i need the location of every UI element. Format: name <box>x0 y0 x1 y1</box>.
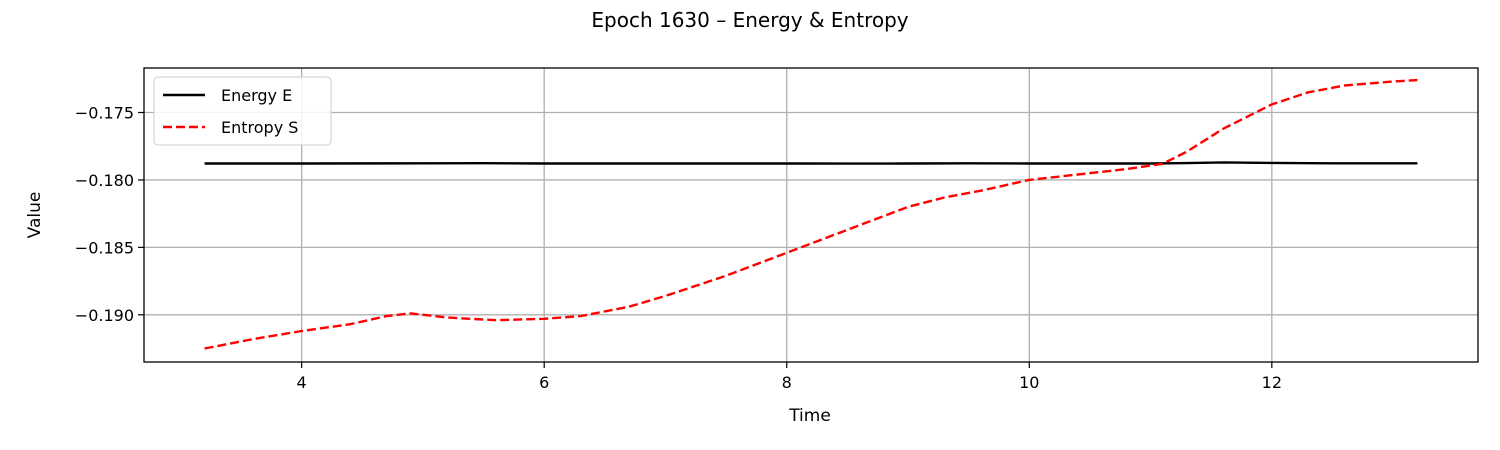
y-axis-label: Value <box>25 192 45 239</box>
grid <box>144 68 1478 362</box>
y-tick-label: −0.185 <box>75 238 134 257</box>
x-tick-label: 4 <box>297 373 307 392</box>
y-tick-label: −0.190 <box>75 306 134 325</box>
series-layer <box>204 78 1418 350</box>
x-tick-label: 8 <box>782 373 792 392</box>
y-axis: −0.175 −0.180 −0.185 −0.190 <box>75 104 144 325</box>
series-line-energy-e <box>204 161 1418 165</box>
legend: Energy E Entropy S <box>153 76 332 146</box>
legend-label: Entropy S <box>221 118 298 137</box>
x-axis: 4 6 8 10 12 <box>297 362 1282 392</box>
plot-frame <box>143 67 1479 363</box>
chart-title: Epoch 1630 – Energy & Entropy <box>591 8 908 32</box>
y-tick-label: −0.180 <box>75 171 134 190</box>
y-tick-label: −0.175 <box>75 104 134 123</box>
x-tick-label: 6 <box>539 373 549 392</box>
x-tick-label: 12 <box>1262 373 1282 392</box>
legend-label: Energy E <box>221 86 292 105</box>
x-axis-label: Time <box>788 406 831 426</box>
series-line-entropy-s <box>204 78 1418 350</box>
x-tick-label: 10 <box>1019 373 1039 392</box>
